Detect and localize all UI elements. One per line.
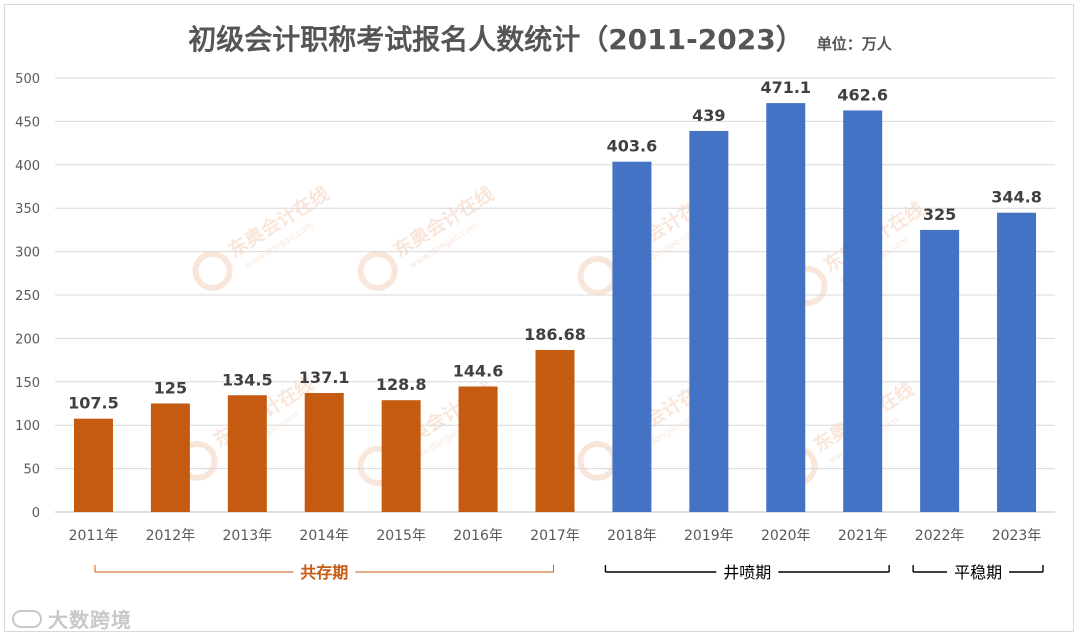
- y-tick-label: 100: [15, 419, 40, 434]
- x-tick-label: 2022年: [915, 528, 965, 544]
- bar: [381, 400, 421, 512]
- x-tick-label: 2016年: [453, 528, 503, 544]
- bar: [227, 395, 267, 512]
- bar: [689, 130, 729, 512]
- data-label: 144.6: [453, 361, 504, 380]
- brand-label: 大数跨境: [48, 608, 132, 632]
- chart-title-block: 初级会计职称考试报名人数统计（2011-2023） 单位：万人: [0, 18, 1080, 58]
- y-tick-label: 400: [15, 159, 40, 174]
- bar: [535, 349, 575, 512]
- y-tick-label: 250: [15, 289, 40, 304]
- period-label: 井喷期: [723, 563, 771, 582]
- data-label: 325: [923, 205, 956, 224]
- bar: [458, 386, 498, 512]
- bar: [73, 418, 113, 512]
- y-tick-label: 150: [15, 376, 40, 391]
- data-label: 344.8: [991, 188, 1042, 207]
- brand-icon: [12, 609, 42, 628]
- x-tick-label: 2017年: [530, 528, 580, 544]
- data-label: 137.1: [299, 368, 350, 387]
- bar: [920, 229, 960, 512]
- x-tick-label: 2018年: [607, 528, 657, 544]
- bar: [766, 103, 806, 512]
- y-tick-label: 200: [15, 332, 40, 347]
- data-label: 107.5: [68, 394, 119, 413]
- period-label: 共存期: [300, 563, 348, 582]
- period-label: 平稳期: [954, 563, 1002, 582]
- data-label: 128.8: [376, 375, 427, 394]
- brand-logo: 大数跨境: [12, 604, 132, 633]
- data-label: 125: [154, 379, 187, 398]
- x-tick-label: 2014年: [299, 528, 349, 544]
- bar: [843, 110, 883, 513]
- bar: [150, 403, 190, 512]
- bar: [997, 212, 1037, 512]
- y-tick-label: 50: [23, 463, 40, 478]
- data-label: 186.68: [524, 325, 586, 344]
- bar: [612, 161, 652, 512]
- y-tick-label: 450: [15, 115, 40, 130]
- y-tick-label: 350: [15, 202, 40, 217]
- y-tick-label: 300: [15, 246, 40, 261]
- x-tick-label: 2019年: [684, 528, 734, 544]
- y-tick-label: 0: [32, 506, 40, 521]
- x-tick-label: 2021年: [838, 528, 888, 544]
- data-label: 471.1: [760, 78, 811, 97]
- x-tick-label: 2023年: [992, 528, 1042, 544]
- x-tick-label: 2012年: [146, 528, 196, 544]
- data-label: 439: [692, 106, 725, 125]
- data-label: 462.6: [837, 85, 888, 104]
- data-label: 403.6: [607, 137, 658, 156]
- x-tick-label: 2020年: [761, 528, 811, 544]
- bar: [304, 392, 344, 512]
- data-label: 134.5: [222, 370, 273, 389]
- x-tick-label: 2015年: [376, 528, 426, 544]
- chart-frame: [4, 4, 1074, 632]
- chart-unit-label: 单位：万人: [816, 35, 892, 53]
- chart-title: 初级会计职称考试报名人数统计（2011-2023）: [188, 23, 804, 56]
- y-tick-label: 500: [15, 72, 40, 87]
- x-tick-label: 2011年: [69, 528, 119, 544]
- x-tick-label: 2013年: [222, 528, 272, 544]
